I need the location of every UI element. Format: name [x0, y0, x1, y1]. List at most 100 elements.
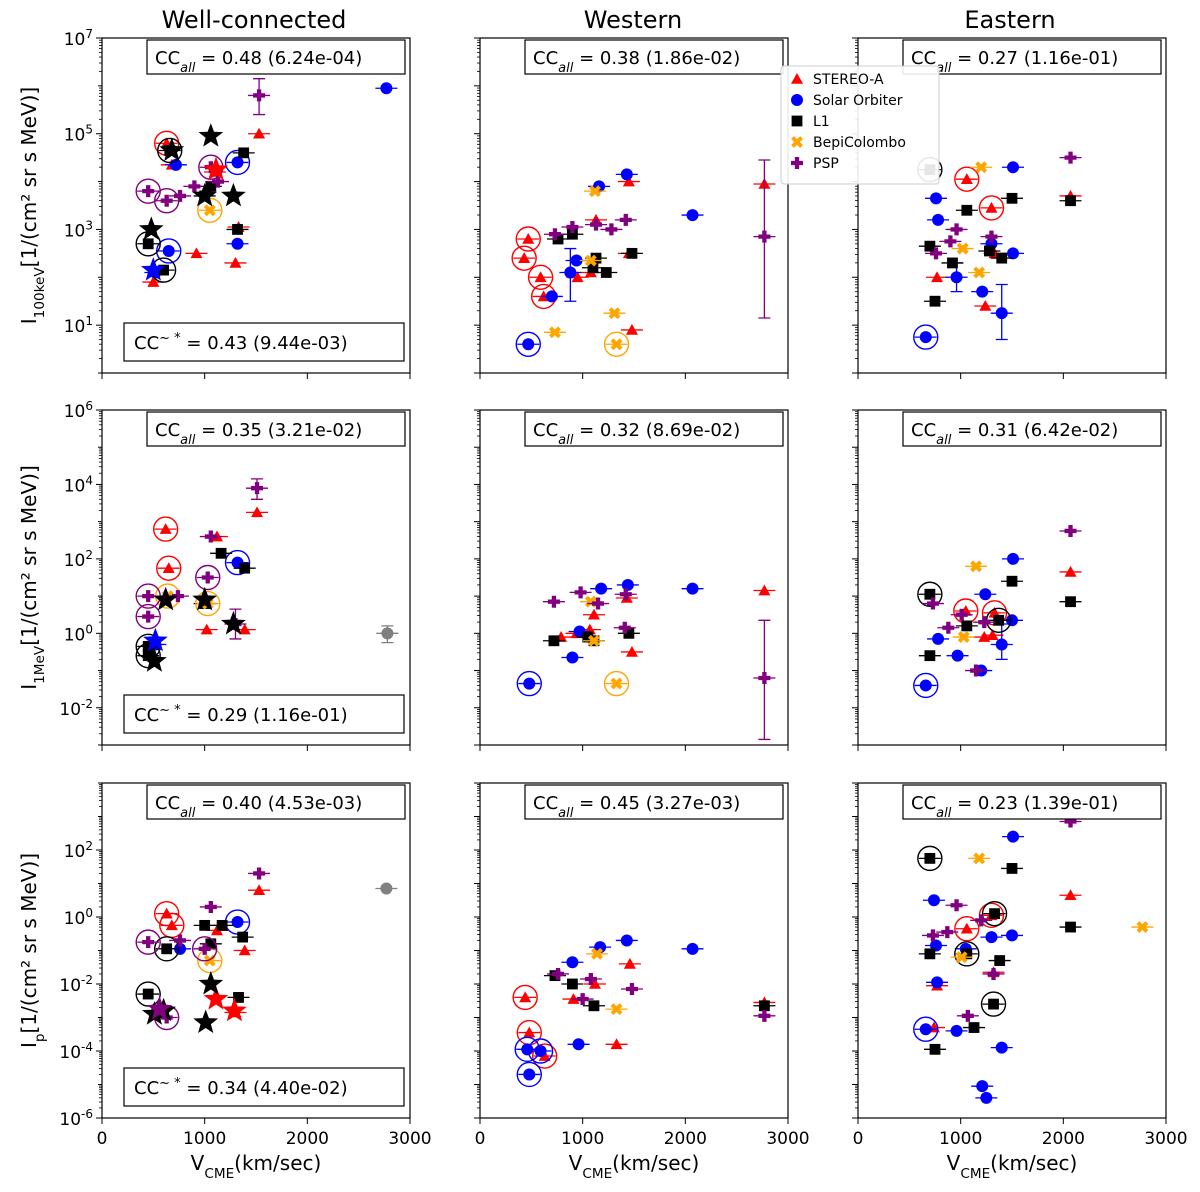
point-psp: [195, 564, 221, 591]
point-psp: [543, 228, 566, 241]
point-gray: [376, 625, 399, 644]
point-stereo-a: [953, 598, 979, 624]
point-l1: [980, 991, 1007, 1017]
marker-bepicolombo: [970, 560, 982, 573]
cc-star-label: CC~ * = 0.43 (9.44e-03): [134, 331, 348, 355]
point-stereo-a: [185, 247, 208, 259]
point-solar-orbiter: [516, 1061, 542, 1088]
point-psp: [1059, 524, 1082, 537]
point-solar-orbiter: [927, 213, 950, 226]
point-psp: [945, 223, 968, 236]
marker-gray: [381, 627, 394, 640]
point-solar-orbiter: [971, 285, 994, 298]
marker-l1: [548, 635, 560, 647]
marker-star: [153, 586, 178, 611]
marker-solar-orbiter: [1007, 247, 1020, 260]
marker-psp: [944, 235, 957, 248]
marker-psp: [204, 530, 217, 543]
marker-l1: [237, 931, 249, 943]
point-solar-orbiter: [567, 1038, 590, 1051]
marker-stereo-a: [519, 991, 532, 1003]
marker-psp: [1064, 151, 1077, 164]
point-l1: [978, 245, 1001, 257]
marker-psp: [758, 1009, 771, 1022]
marker-stereo-a: [522, 233, 535, 244]
cc-all-label: CCall = 0.31 (6.42e-02): [911, 420, 1118, 448]
highlight-ring: [527, 264, 554, 290]
marker-l1: [623, 627, 635, 639]
cc-star-box: [123, 1067, 405, 1107]
marker-star: [198, 971, 224, 995]
point-solar-orbiter: [616, 578, 639, 591]
legend-item-bepicolombo: BepiColombo: [791, 135, 906, 151]
point-stereo-a: [515, 226, 541, 252]
marker-solar-orbiter: [930, 192, 943, 205]
marker-psp: [160, 194, 173, 207]
marker-stereo-a: [162, 562, 175, 573]
point-stereo-a: [233, 944, 256, 956]
marker-solar-orbiter: [594, 941, 607, 954]
point-bepicolombo: [579, 254, 602, 267]
marker-stereo-a: [960, 173, 973, 184]
x-tick-label: 3000: [766, 1129, 809, 1149]
marker-solar-orbiter: [980, 1091, 993, 1104]
highlight-ring: [954, 941, 980, 967]
point-psp: [547, 967, 570, 980]
point-stereo-a: [511, 245, 537, 271]
panel-r2-c2: 0 1000 2000 3000 CCall = 0.23 (1.39e-01) VCME…: [852, 782, 1188, 1182]
marker-bepicolombo: [610, 677, 623, 690]
marker-bepicolombo: [584, 254, 597, 267]
marker-solar-orbiter: [620, 168, 633, 181]
point-stereo-a: [954, 166, 980, 192]
marker-solar-orbiter: [1006, 929, 1018, 942]
point-solar-orbiter: [1002, 830, 1025, 843]
marker-solar-orbiter: [620, 934, 633, 947]
point-l1: [135, 981, 161, 1007]
marker-psp: [619, 213, 632, 226]
point-solar-orbiter: [926, 976, 949, 989]
point-l1: [917, 845, 943, 872]
marker-solar-orbiter: [686, 942, 699, 955]
point-psp: [982, 967, 1005, 980]
column-title-eastern: Eastern: [964, 6, 1055, 34]
y-tick-label: 10-4: [59, 1040, 93, 1063]
point-stereo-a: [618, 957, 641, 969]
x-axis-label: VCME(km/sec): [947, 1151, 1078, 1182]
point-psp: [956, 1009, 979, 1022]
point-l1: [963, 1022, 986, 1033]
marker-l1: [1065, 195, 1076, 207]
point-stereo-a: [974, 300, 997, 311]
marker-star: [221, 611, 246, 635]
point-l1: [582, 1000, 605, 1012]
cc-all-box: [902, 784, 1162, 820]
point-l1: [918, 650, 941, 662]
point-l1: [233, 562, 256, 574]
point-solar-orbiter: [561, 651, 584, 664]
marker-bepicolombo: [973, 852, 986, 865]
highlight-ring: [913, 672, 939, 699]
point-psp: [569, 586, 592, 599]
x-tick-label: 0: [475, 1129, 486, 1149]
highlight-ring: [135, 929, 161, 955]
marker-l1: [199, 919, 211, 931]
marker-l1: [205, 180, 217, 192]
point-stereo-a: [981, 629, 1004, 640]
point-bepicolombo: [603, 331, 630, 357]
point-solar-orbiter: [945, 1024, 968, 1037]
cc-all-box: [902, 39, 1162, 75]
marker-psp: [926, 929, 939, 942]
marker-l1: [929, 1043, 941, 1055]
marker-stereo-a: [623, 957, 636, 969]
point-solar-orbiter: [975, 1091, 998, 1104]
highlight-ring: [917, 581, 943, 607]
marker-l1: [1006, 575, 1018, 587]
point-psp: [937, 621, 960, 634]
highlight-ring: [195, 590, 221, 617]
marker-stereo-a: [147, 276, 160, 287]
marker-solar-orbiter: [932, 632, 945, 645]
highlight-ring: [156, 555, 182, 581]
marker-bepicolombo: [549, 326, 561, 339]
marker-bepicolombo: [975, 161, 988, 174]
marker-solar-orbiter: [927, 894, 940, 907]
highlight-ring: [516, 1061, 542, 1088]
